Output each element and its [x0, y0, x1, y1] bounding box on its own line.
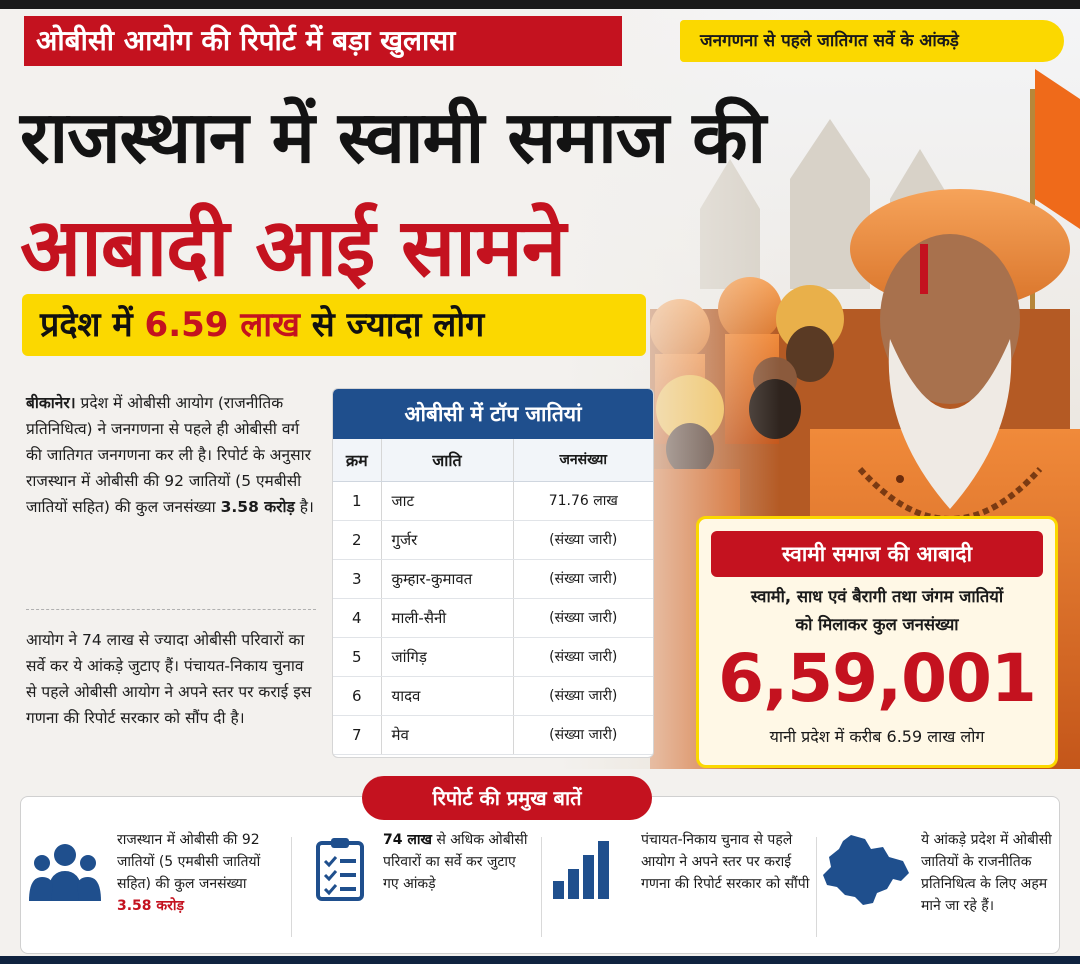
divider	[541, 837, 542, 937]
dateline: बीकानेर।	[26, 394, 76, 412]
kp2-text: से अधिक ओबीसी परिवारों का सर्वे कर जुटाए…	[383, 832, 528, 892]
top-castes-table-card: ओबीसी में टॉप जातियां क्रम जाति जनसंख्या…	[332, 388, 654, 758]
headline-line-2: आबादी आई सामने	[20, 201, 566, 294]
bar-chart-icon	[553, 841, 609, 899]
population-description: स्वामी, साध एवं बैरागी तथा जंगम जातियों …	[711, 583, 1043, 639]
key-point-3-text: पंचायत-निकाय चुनाव से पहले आयोग ने अपने …	[641, 832, 810, 892]
checklist-icon	[316, 838, 364, 901]
caste-cell: मेव	[381, 715, 514, 755]
key-point-4-text: ये आंकड़े प्रदेश में ओबीसी जातियों के रा…	[921, 832, 1052, 914]
table-row: 1 जाट 71.76 लाख	[333, 481, 653, 521]
key-points-panel: राजस्थान में ओबीसी की 92 जातियों (5 एमबी…	[20, 796, 1060, 954]
top-border	[0, 0, 1080, 9]
story-divider	[26, 609, 316, 610]
table-header-row: क्रम जाति जनसंख्या	[333, 439, 653, 482]
key-points-title: रिपोर्ट की प्रमुख बातें	[362, 776, 652, 820]
header-caste: जाति	[381, 439, 514, 482]
header-population: जनसंख्या	[513, 439, 653, 482]
subhead-prefix: प्रदेश में	[40, 305, 145, 345]
population-desc-line-1: स्वामी, साध एवं बैरागी तथा जंगम जातियों	[750, 587, 1004, 606]
bottom-border	[0, 956, 1080, 964]
table-row: 7 मेव (संख्या जारी)	[333, 715, 653, 755]
story-p1-bold: 3.58 करोड़	[220, 498, 295, 516]
population-footnote: यानी प्रदेश में करीब 6.59 लाख लोग	[769, 727, 985, 746]
people-icon	[29, 844, 101, 901]
rank-cell: 5	[333, 637, 382, 677]
population-desc-line-2: को मिलाकर कुल जनसंख्या	[795, 615, 959, 634]
key-point-1-text: राजस्थान में ओबीसी की 92 जातियों (5 एमबी…	[117, 829, 277, 917]
story-paragraph-1: बीकानेर। प्रदेश में ओबीसी आयोग (राजनीतिक…	[26, 390, 316, 520]
story-paragraph-2: आयोग ने 74 लाख से ज्यादा ओबीसी परिवारों …	[26, 631, 312, 727]
caste-cell: माली-सैनी	[381, 598, 514, 638]
key-point-4: ये आंकड़े प्रदेश में ओबीसी जातियों के रा…	[821, 827, 1061, 947]
kp1-bold: 3.58 करोड़	[117, 898, 185, 914]
population-cell: (संख्या जारी)	[513, 559, 653, 599]
story-p1-end: है।	[294, 498, 314, 516]
key-point-3: पंचायत-निकाय चुनाव से पहले आयोग ने अपने …	[551, 827, 811, 947]
rank-cell: 3	[333, 559, 382, 599]
top-castes-table: क्रम जाति जनसंख्या 1 जाट 71.76 लाख 2 गुर्जर…	[333, 439, 653, 755]
subheadline: प्रदेश में 6.59 लाख से ज्यादा लोग	[22, 294, 646, 356]
kp2-bold: 74 लाख	[383, 832, 432, 848]
population-cell: (संख्या जारी)	[513, 715, 653, 755]
population-cell: 71.76 लाख	[513, 481, 653, 521]
key-point-1: राजस्थान में ओबीसी की 92 जातियों (5 एमबी…	[21, 827, 281, 947]
rank-cell: 6	[333, 676, 382, 716]
population-card-title: स्वामी समाज की आबादी	[711, 531, 1043, 577]
population-number: 6,59,001	[718, 640, 1037, 717]
rank-cell: 2	[333, 520, 382, 560]
caste-cell: यादव	[381, 676, 514, 716]
tagline-badge: जनगणना से पहले जातिगत सर्वे के आंकड़े	[680, 20, 1064, 62]
rank-cell: 4	[333, 598, 382, 638]
population-cell: (संख्या जारी)	[513, 598, 653, 638]
caste-cell: जांगिड़	[381, 637, 514, 677]
divider	[816, 837, 817, 937]
rank-cell: 1	[333, 481, 382, 521]
story-p1-text: प्रदेश में ओबीसी आयोग (राजनीतिक प्रतिनिध…	[26, 394, 311, 516]
headline-line-1: राजस्थान में स्वामी समाज की	[20, 95, 766, 179]
table-row: 5 जांगिड़ (संख्या जारी)	[333, 637, 653, 677]
population-cell: (संख्या जारी)	[513, 637, 653, 677]
subhead-highlight: 6.59 लाख	[144, 305, 300, 345]
caste-cell: जाट	[381, 481, 514, 521]
table-row: 3 कुम्हार-कुमावत (संख्या जारी)	[333, 559, 653, 599]
key-point-2: 74 लाख से अधिक ओबीसी परिवारों का सर्वे क…	[301, 827, 541, 947]
table-row: 4 माली-सैनी (संख्या जारी)	[333, 598, 653, 638]
caste-cell: कुम्हार-कुमावत	[381, 559, 514, 599]
table-title: ओबीसी में टॉप जातियां	[333, 389, 653, 439]
key-point-2-text: 74 लाख से अधिक ओबीसी परिवारों का सर्वे क…	[383, 829, 533, 895]
swami-population-card: स्वामी समाज की आबादी स्वामी, साध एवं बैर…	[696, 516, 1058, 768]
population-cell: (संख्या जारी)	[513, 676, 653, 716]
population-cell: (संख्या जारी)	[513, 520, 653, 560]
kicker-label: ओबीसी आयोग की रिपोर्ट में बड़ा खुलासा	[24, 16, 622, 66]
subhead-suffix: से ज्यादा लोग	[299, 305, 485, 345]
kp1-text: राजस्थान में ओबीसी की 92 जातियों (5 एमबी…	[117, 832, 261, 892]
rajasthan-map-icon	[823, 835, 909, 905]
header-rank: क्रम	[333, 439, 382, 482]
rank-cell: 7	[333, 715, 382, 755]
caste-cell: गुर्जर	[381, 520, 514, 560]
divider	[291, 837, 292, 937]
table-row: 6 यादव (संख्या जारी)	[333, 676, 653, 716]
table-row: 2 गुर्जर (संख्या जारी)	[333, 520, 653, 560]
